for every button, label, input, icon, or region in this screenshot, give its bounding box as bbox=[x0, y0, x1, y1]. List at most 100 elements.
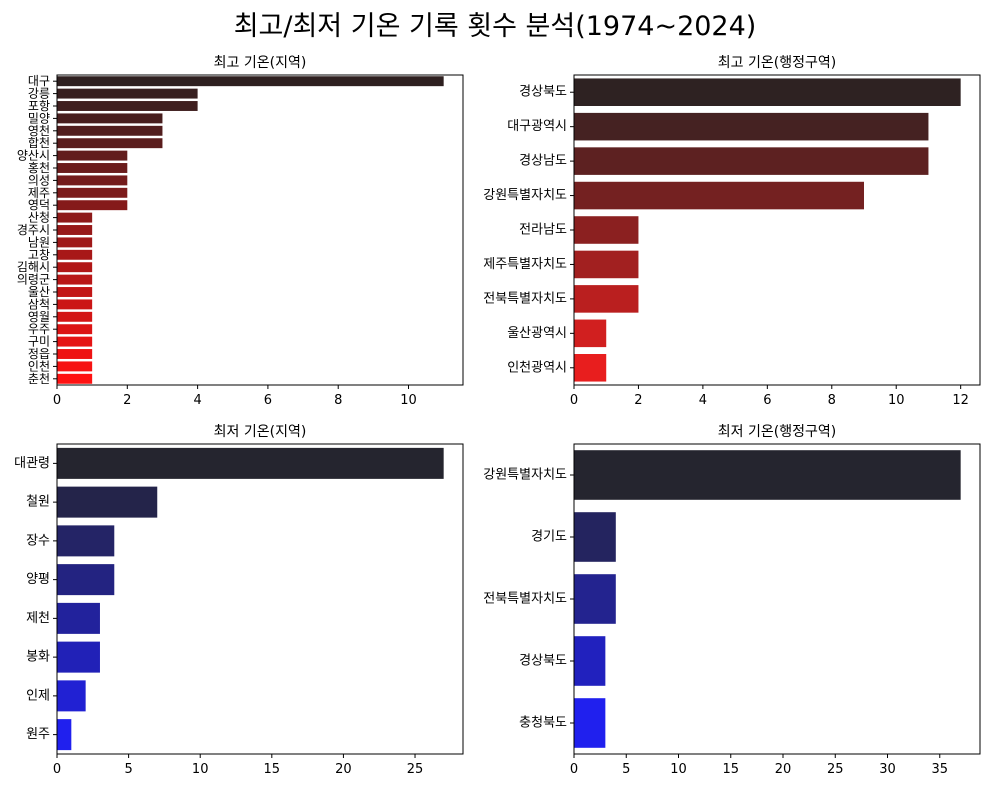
low-province-xtick-label: 5 bbox=[622, 762, 630, 777]
high-region-xtick-label: 8 bbox=[334, 393, 342, 408]
high-region-xtick-label: 6 bbox=[264, 393, 272, 408]
high-province-bar bbox=[574, 250, 639, 279]
high-region-category-label: 의성 bbox=[28, 173, 50, 187]
high-province-bar bbox=[574, 112, 929, 141]
high-region-bar bbox=[57, 187, 128, 198]
high-region-bar bbox=[57, 373, 93, 384]
high-province-xtick-label: 0 bbox=[570, 393, 578, 408]
high-region-bar bbox=[57, 274, 93, 285]
high-province-category-label: 경상남도 bbox=[519, 154, 567, 169]
high-province-xtick-label: 2 bbox=[634, 393, 642, 408]
low-region-bar bbox=[57, 641, 100, 673]
high-region-bar bbox=[57, 324, 93, 335]
high-region-title: 최고 기온(지역) bbox=[214, 55, 307, 71]
low-province-xtick-label: 15 bbox=[722, 762, 739, 777]
high-region-category-label: 울산 bbox=[28, 285, 50, 299]
low-province-bar bbox=[574, 698, 606, 748]
high-region-category-label: 영천 bbox=[28, 123, 50, 138]
low-region-xtick-label: 5 bbox=[124, 762, 132, 777]
high-region-category-label: 밀양 bbox=[28, 111, 50, 125]
high-region-xtick-label: 4 bbox=[193, 393, 201, 408]
high-province-xtick-label: 4 bbox=[699, 393, 707, 408]
high-region-category-label: 포항 bbox=[28, 99, 50, 113]
low-province-title: 최저 기온(행정구역) bbox=[718, 424, 836, 440]
low-region-xtick-label: 15 bbox=[264, 762, 281, 777]
low-region-category-label: 대관령 bbox=[14, 456, 50, 471]
high-province-category-label: 제주특별자치도 bbox=[483, 257, 567, 272]
high-region-category-label: 정읍 bbox=[28, 347, 50, 361]
low-region-xtick-label: 0 bbox=[53, 762, 61, 777]
high-region-bar bbox=[57, 88, 198, 99]
high-region-category-label: 김해시 bbox=[17, 260, 50, 274]
high-region-bar bbox=[57, 225, 93, 235]
high-province-bar bbox=[574, 285, 639, 313]
low-region-title: 최저 기온(지역) bbox=[214, 424, 307, 440]
high-province-bar bbox=[574, 319, 607, 348]
low-province-xtick-label: 35 bbox=[931, 762, 948, 777]
high-region-category-label: 영덕 bbox=[28, 198, 50, 212]
low-region-bar bbox=[57, 447, 444, 479]
high-region-category-label: 합천 bbox=[28, 135, 50, 150]
high-region-bar bbox=[57, 262, 93, 273]
low-province-bar bbox=[574, 512, 616, 562]
high-region-category-label: 고창 bbox=[28, 248, 50, 262]
high-region-category-label: 삼척 bbox=[28, 297, 50, 311]
low-region-axes-frame bbox=[56, 443, 464, 755]
low-province-xtick-label: 10 bbox=[670, 762, 687, 777]
low-province-xtick-label: 20 bbox=[775, 762, 792, 777]
low-province-xtick-label: 0 bbox=[570, 762, 578, 777]
high-region-bar bbox=[57, 150, 128, 161]
high-province-xtick-label: 6 bbox=[763, 393, 771, 408]
low-region-bar bbox=[57, 602, 100, 634]
high-province-xtick-label: 8 bbox=[828, 393, 836, 408]
high-region-xtick-label: 2 bbox=[123, 393, 131, 408]
high-province-xtick-label: 12 bbox=[952, 393, 969, 408]
high-region-category-label: 영월 bbox=[28, 310, 50, 324]
high-province-xtick-label: 10 bbox=[888, 393, 905, 408]
high-region-bar bbox=[57, 163, 128, 173]
high-region-bar bbox=[57, 237, 93, 248]
low-region-category-label: 인제 bbox=[26, 688, 50, 703]
low-region-xtick-label: 20 bbox=[335, 762, 352, 777]
low-province-category-label: 경기도 bbox=[531, 530, 567, 545]
high-province-bar bbox=[574, 354, 607, 382]
high-region-axes-frame bbox=[56, 74, 464, 386]
high-region-bar bbox=[57, 249, 93, 260]
high-region-category-label: 의령군 bbox=[17, 273, 50, 287]
low-province-category-label: 강원특별자치도 bbox=[483, 468, 567, 483]
high-region-bar bbox=[57, 138, 163, 149]
high-province-axes-frame bbox=[573, 74, 981, 386]
high-region-category-label: 우주 bbox=[28, 322, 50, 336]
low-region-category-label: 원주 bbox=[26, 727, 50, 742]
high-province-category-label: 전북특별자치도 bbox=[483, 291, 567, 306]
high-region-bar bbox=[57, 101, 198, 111]
high-region-category-label: 홍천 bbox=[28, 160, 50, 175]
low-region-bar bbox=[57, 486, 158, 518]
high-province-category-label: 대구광역시 bbox=[507, 119, 567, 134]
high-region-bar bbox=[57, 175, 128, 186]
high-region-category-label: 경주시 bbox=[17, 223, 50, 237]
high-region-xtick-label: 10 bbox=[400, 393, 417, 408]
low-province-xtick-label: 25 bbox=[827, 762, 844, 777]
low-region-bar bbox=[57, 525, 115, 557]
high-region-category-label: 양산시 bbox=[17, 149, 50, 163]
low-province-bar bbox=[574, 450, 961, 500]
high-province-category-label: 전라남도 bbox=[519, 223, 567, 238]
low-province-bar bbox=[574, 636, 606, 686]
low-province-category-label: 전북특별자치도 bbox=[483, 592, 567, 607]
high-region-bar bbox=[57, 212, 93, 223]
high-region-bar bbox=[57, 299, 93, 310]
high-province-category-label: 인천광역시 bbox=[507, 360, 567, 375]
low-province-category-label: 충청북도 bbox=[519, 716, 567, 731]
high-region-bar bbox=[57, 287, 93, 297]
high-province-bar bbox=[574, 147, 929, 175]
low-region-xtick-label: 10 bbox=[192, 762, 209, 777]
high-region-category-label: 구미 bbox=[28, 335, 50, 349]
high-region-bar bbox=[57, 76, 444, 87]
low-region-category-label: 봉화 bbox=[26, 650, 50, 665]
low-region-xtick-label: 25 bbox=[407, 762, 424, 777]
high-province-bar bbox=[574, 78, 961, 106]
